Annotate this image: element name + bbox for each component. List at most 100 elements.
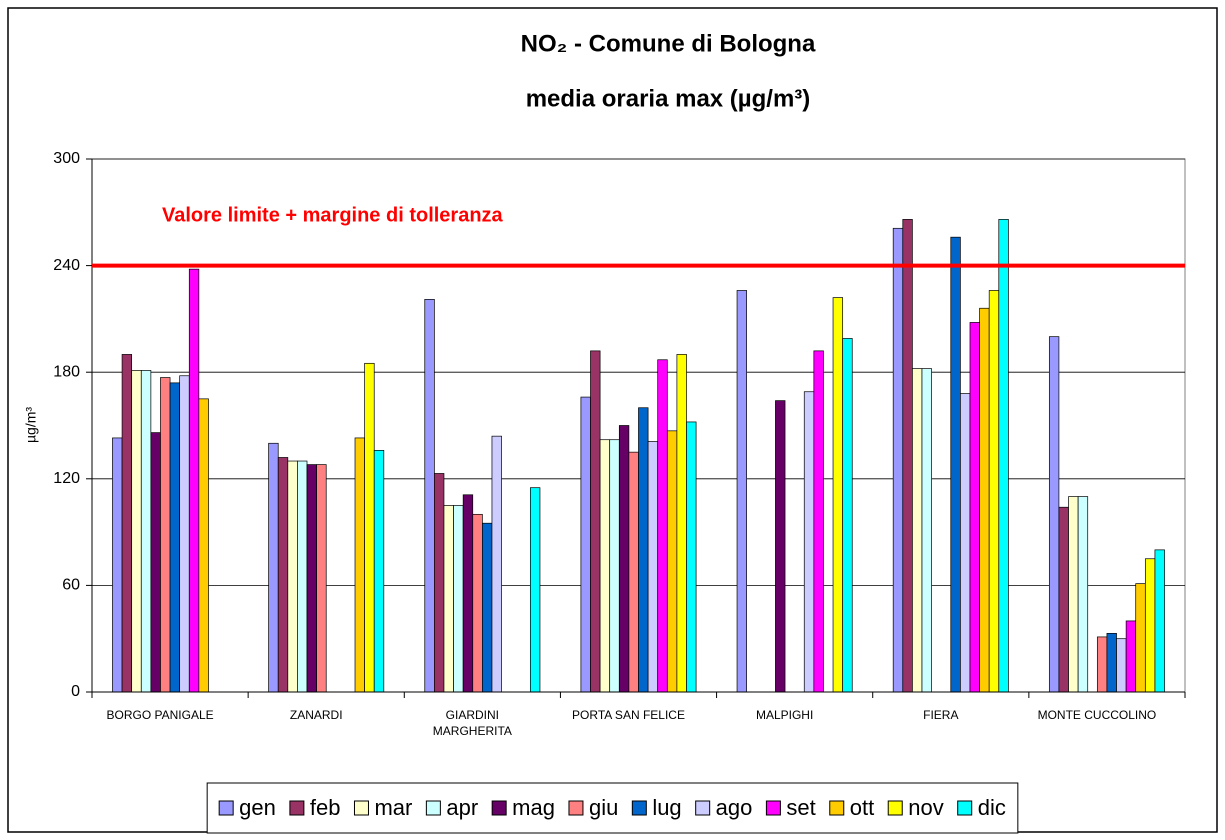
legend-label: mag xyxy=(512,795,555,820)
bar xyxy=(297,460,308,693)
bar xyxy=(892,227,904,693)
bar xyxy=(590,350,601,693)
legend-label: dic xyxy=(978,795,1006,820)
bar xyxy=(131,370,142,693)
bar xyxy=(638,407,649,693)
legend-marker xyxy=(568,800,584,816)
legend-marker xyxy=(829,800,845,816)
legend-marker xyxy=(887,800,903,816)
legend-label: mar xyxy=(374,795,412,820)
bar xyxy=(434,473,445,693)
x-tick-label: ZANARDI xyxy=(290,708,343,722)
legend-label: feb xyxy=(310,795,341,820)
bar xyxy=(1068,496,1079,693)
bar xyxy=(842,338,853,693)
bar xyxy=(666,430,678,693)
bar xyxy=(150,432,161,693)
bar xyxy=(979,307,990,693)
bar xyxy=(482,522,493,693)
bar xyxy=(647,441,659,693)
bar xyxy=(912,368,923,693)
y-tick-label: 300 xyxy=(53,150,80,167)
bar xyxy=(354,437,365,693)
legend-label: ott xyxy=(850,795,874,820)
legend-marker xyxy=(765,800,781,816)
bar xyxy=(736,290,747,693)
bar xyxy=(803,391,815,693)
bar xyxy=(472,513,483,693)
legend-label: apr xyxy=(446,795,478,820)
bar xyxy=(121,354,133,693)
chart-subtitle: media oraria max (µg/m³) xyxy=(526,85,811,112)
reference-label: Valore limite + margine di tolleranza xyxy=(162,204,504,226)
bar xyxy=(1106,633,1117,693)
y-tick-label: 60 xyxy=(62,577,80,594)
bar xyxy=(169,382,181,693)
bar xyxy=(112,437,123,693)
legend-marker xyxy=(218,800,234,816)
bar xyxy=(198,398,209,693)
x-tick-label: MALPIGHI xyxy=(756,708,813,722)
bar xyxy=(491,435,502,693)
legend-marker xyxy=(695,800,711,816)
bar xyxy=(179,375,190,693)
x-tick-label: GIARDINI MARGHERITA xyxy=(433,708,512,738)
legend-marker xyxy=(425,800,441,816)
bar xyxy=(609,439,620,693)
x-tick-label: FIERA xyxy=(923,708,958,722)
legend-label: lug xyxy=(652,795,681,820)
bar xyxy=(453,505,464,693)
bar xyxy=(1096,636,1108,693)
bar xyxy=(1077,496,1089,693)
bar xyxy=(657,359,668,693)
bar xyxy=(580,396,591,693)
bar xyxy=(424,299,435,693)
bar xyxy=(140,370,152,693)
bar xyxy=(530,487,541,693)
legend-marker xyxy=(353,800,369,816)
y-tick-label: 180 xyxy=(53,363,80,380)
bar xyxy=(1048,336,1060,693)
bar xyxy=(1116,638,1127,693)
bar xyxy=(277,457,289,693)
bar xyxy=(268,442,279,693)
legend-label: nov xyxy=(908,795,943,820)
x-tick-label: PORTA SAN FELICE xyxy=(572,708,685,722)
x-tick-label: MONTE CUCCOLINO xyxy=(1038,708,1157,722)
bar xyxy=(960,393,971,693)
bar xyxy=(969,322,980,693)
bar xyxy=(1058,506,1069,693)
bar xyxy=(373,450,385,693)
bar xyxy=(599,439,611,693)
y-tick-label: 0 xyxy=(71,683,80,700)
legend xyxy=(206,782,1019,834)
bar xyxy=(1154,549,1165,693)
chart-title: NO₂ - Comune di Bologna xyxy=(521,30,816,57)
bar xyxy=(832,297,843,693)
legend-marker xyxy=(289,800,305,816)
bar xyxy=(921,368,932,693)
x-tick-label: BORGO PANIGALE xyxy=(107,708,214,722)
bar xyxy=(443,505,454,693)
legend-label: set xyxy=(786,795,815,820)
legend-label: gen xyxy=(239,795,276,820)
bar xyxy=(1144,558,1156,693)
bar xyxy=(287,460,298,693)
bar xyxy=(988,290,1000,693)
legend-marker xyxy=(631,800,647,816)
bar xyxy=(628,451,639,693)
bar xyxy=(462,494,474,693)
legend-label: ago xyxy=(716,795,753,820)
bar xyxy=(160,377,171,693)
bar xyxy=(676,354,687,693)
bar xyxy=(775,400,786,693)
bar xyxy=(902,219,913,693)
y-tick-label: 120 xyxy=(53,470,80,487)
legend-label: giu xyxy=(589,795,618,820)
legend-marker xyxy=(957,800,973,816)
bar xyxy=(316,464,327,693)
bar xyxy=(1125,620,1137,693)
bar xyxy=(306,464,317,693)
bar xyxy=(813,350,824,693)
